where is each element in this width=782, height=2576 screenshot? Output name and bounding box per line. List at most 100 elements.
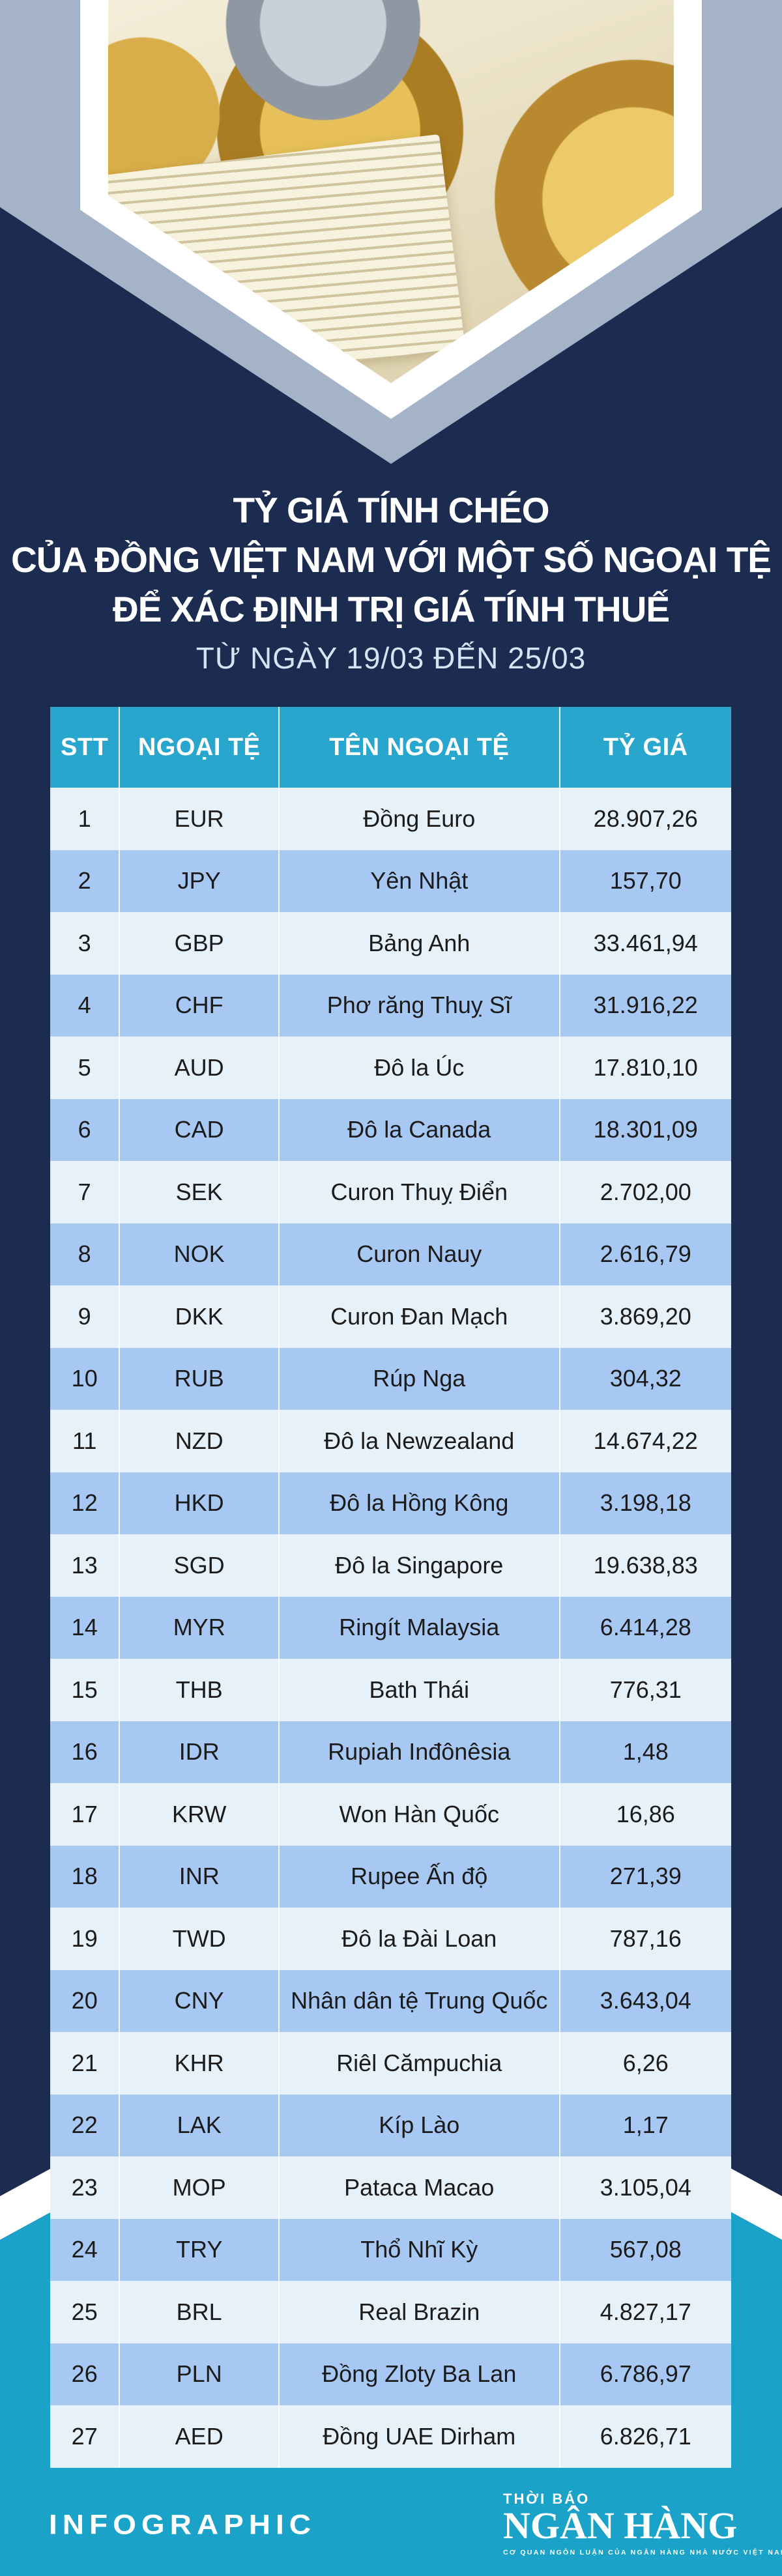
cell-currency-name: Đô la Đài Loan — [280, 1908, 560, 1970]
table-row: 17 KRW Won Hàn Quốc 16,86 — [50, 1783, 731, 1846]
table-row: 14 MYR Ringít Malaysia 6.414,28 — [50, 1596, 731, 1659]
cell-stt: 18 — [50, 1845, 121, 1908]
page-title-line-2: CỦA ĐỒNG VIỆT NAM VỚI MỘT SỐ NGOẠI TỆ — [11, 539, 772, 580]
cell-currency-code: NOK — [120, 1223, 280, 1285]
logo-ngan-hang: NGÂN HÀNG — [503, 2504, 738, 2547]
cell-currency-name: Real Brazin — [280, 2281, 560, 2343]
cell-currency-code: TRY — [120, 2218, 280, 2281]
cell-stt: 14 — [50, 1596, 121, 1659]
cell-rate: 31.916,22 — [593, 992, 698, 1019]
cell-rate: 6.414,28 — [600, 1614, 691, 1641]
cell-currency-code: SGD — [120, 1534, 280, 1597]
cell-currency-code: CHF — [120, 974, 280, 1037]
cell-currency-name: Đồng Zloty Ba Lan — [280, 2343, 560, 2405]
cell-currency-code: INR — [120, 1845, 280, 1908]
table-row: 4 CHF Phơ răng Thuỵ Sĩ 31.916,22 — [50, 974, 731, 1037]
table-row: 25 BRL Real Brazin 4.827,17 — [50, 2281, 731, 2343]
cell-rate: 2.702,00 — [600, 1178, 691, 1205]
cell-currency-name: Thổ Nhĩ Kỳ — [280, 2218, 560, 2281]
table-row: 27 AED Đồng UAE Dirham 6.826,71 — [50, 2405, 731, 2468]
cell-currency-name: Rupee Ấn độ — [280, 1845, 560, 1908]
cell-stt: 15 — [50, 1659, 121, 1721]
cell-rate: 6.786,97 — [600, 2360, 691, 2388]
table-row: 5 AUD Đô la Úc 17.810,10 — [50, 1037, 731, 1099]
cell-stt: 22 — [50, 2094, 121, 2156]
cell-stt: 4 — [50, 974, 121, 1037]
cell-currency-name: Đồng UAE Dirham — [280, 2405, 560, 2468]
table-row: 2 JPY Yên Nhật 157,70 — [50, 850, 731, 912]
cell-stt: 11 — [50, 1410, 121, 1472]
column-header-currency-code: NGOẠI TỆ — [120, 707, 280, 788]
table-row: 19 TWD Đô la Đài Loan 787,16 — [50, 1908, 731, 1970]
cell-stt: 13 — [50, 1534, 121, 1597]
table-row: 10 RUB Rúp Nga 304,32 — [50, 1347, 731, 1410]
table-row: 20 CNY Nhân dân tệ Trung Quốc 3.643,04 — [50, 1969, 731, 2032]
cell-currency-name: Nhân dân tệ Trung Quốc — [280, 1969, 560, 2032]
table-row: 3 GBP Bảng Anh 33.461,94 — [50, 912, 731, 975]
hero-section: TỶ GIÁ TÍNH CHÉO CỦA ĐỒNG VIỆT NAM VỚI M… — [0, 0, 782, 707]
cell-currency-name: Đô la Newzealand — [280, 1410, 560, 1472]
column-header-stt: STT — [50, 707, 121, 788]
column-header-currency-name: TÊN NGOẠI TỆ — [280, 707, 560, 788]
table-row: 8 NOK Curon Nauy 2.616,79 — [50, 1223, 731, 1285]
cell-currency-name: Ringít Malaysia — [280, 1596, 560, 1659]
table-row: 23 MOP Pataca Macao 3.105,04 — [50, 2156, 731, 2219]
cell-currency-code: LAK — [120, 2094, 280, 2156]
cell-rate: 4.827,17 — [600, 2298, 691, 2325]
date-range-subtitle: TỪ NGÀY 19/03 ĐẾN 25/03 — [195, 641, 586, 675]
cell-stt: 23 — [50, 2156, 121, 2219]
cell-rate: 157,70 — [609, 867, 682, 894]
table-row: 7 SEK Curon Thuỵ Điển 2.702,00 — [50, 1161, 731, 1224]
page-title-line-1: TỶ GIÁ TÍNH CHÉO — [233, 490, 549, 530]
cell-currency-name: Yên Nhật — [280, 850, 560, 912]
cell-stt: 19 — [50, 1908, 121, 1970]
cell-stt: 20 — [50, 1969, 121, 2032]
ngan-hang-logo: THỜI BÁO NGÂN HÀNG CƠ QUAN NGÔN LUẬN CỦA… — [503, 2491, 782, 2557]
cell-rate: 776,31 — [609, 1676, 682, 1703]
cell-currency-name: Đô la Úc — [280, 1037, 560, 1099]
cell-currency-name: Curon Đan Mạch — [280, 1285, 560, 1348]
cell-stt: 5 — [50, 1037, 121, 1099]
cell-stt: 10 — [50, 1347, 121, 1410]
cell-currency-code: THB — [120, 1659, 280, 1721]
table-row: 9 DKK Curon Đan Mạch 3.869,20 — [50, 1285, 731, 1348]
table-row: 6 CAD Đô la Canada 18.301,09 — [50, 1098, 731, 1161]
table-row: 18 INR Rupee Ấn độ 271,39 — [50, 1845, 731, 1908]
cell-currency-code: SEK — [120, 1161, 280, 1224]
cell-currency-code: RUB — [120, 1347, 280, 1410]
table-row: 21 KHR Riêl Cămpuchia 6,26 — [50, 2032, 731, 2095]
cell-stt: 16 — [50, 1721, 121, 1783]
cell-rate: 3.643,04 — [600, 1987, 691, 2014]
cell-rate: 17.810,10 — [593, 1053, 698, 1081]
cell-rate: 14.674,22 — [593, 1427, 698, 1454]
table-row: 11 NZD Đô la Newzealand 14.674,22 — [50, 1410, 731, 1472]
logo-tagline: CƠ QUAN NGÔN LUẬN CỦA NGÂN HÀNG NHÀ NƯỚC… — [503, 2549, 782, 2556]
cell-currency-name: Đô la Canada — [280, 1098, 560, 1161]
cell-rate: 18.301,09 — [593, 1116, 698, 1143]
cell-currency-code: MOP — [120, 2156, 280, 2219]
cell-rate: 6,26 — [622, 2049, 669, 2076]
cell-currency-name: Won Hàn Quốc — [280, 1783, 560, 1846]
cell-currency-code: NZD — [120, 1410, 280, 1472]
cell-currency-code: KHR — [120, 2032, 280, 2095]
cell-currency-code: EUR — [120, 788, 280, 850]
title-block: TỶ GIÁ TÍNH CHÉO CỦA ĐỒNG VIỆT NAM VỚI M… — [0, 485, 782, 676]
table-row: 12 HKD Đô la Hồng Kông 3.198,18 — [50, 1472, 731, 1534]
cell-rate: 3.105,04 — [600, 2173, 691, 2201]
cell-rate: 271,39 — [609, 1863, 682, 1890]
cell-currency-name: Đồng Euro — [280, 788, 560, 850]
cell-currency-code: AED — [120, 2405, 280, 2468]
cell-rate: 3.869,20 — [600, 1302, 691, 1330]
cell-currency-code: MYR — [120, 1596, 280, 1659]
cell-currency-code: AUD — [120, 1037, 280, 1099]
column-header-rate: TỶ GIÁ — [603, 733, 688, 761]
table-header-row: STT NGOẠI TỆ TÊN NGOẠI TỆ TỶ GIÁ — [50, 707, 731, 788]
cell-currency-code: KRW — [120, 1783, 280, 1846]
logo-thoi-bao: THỜI BÁO — [503, 2491, 590, 2507]
cell-currency-code: CNY — [120, 1969, 280, 2032]
page-title-line-3: ĐỂ XÁC ĐỊNH TRỊ GIÁ TÍNH THUẾ — [112, 589, 670, 629]
table-row: 15 THB Bath Thái 776,31 — [50, 1659, 731, 1721]
cell-stt: 7 — [50, 1161, 121, 1224]
cell-currency-name: Bath Thái — [280, 1659, 560, 1721]
cell-rate: 787,16 — [609, 1925, 682, 1952]
